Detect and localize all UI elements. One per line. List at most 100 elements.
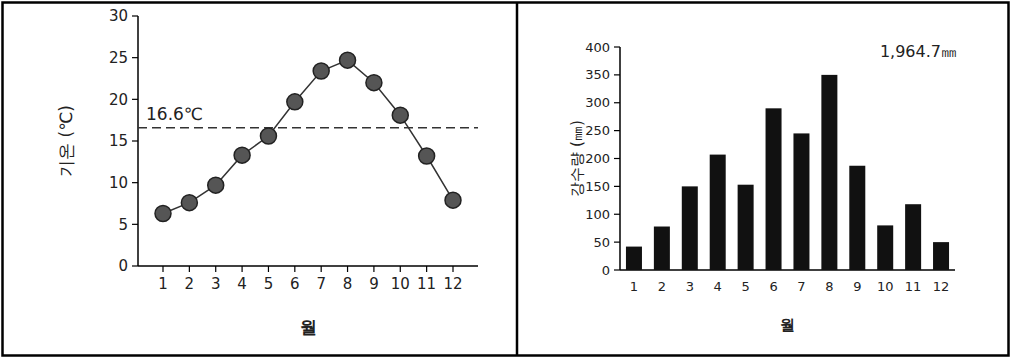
bar [766,108,782,270]
marker [445,192,461,208]
x-tick [373,266,374,272]
marker [366,75,382,91]
y-tick-label: 400 [585,40,610,55]
y-tick-label: 20 [109,91,128,109]
line-chart: 051015202530123456789101112기온 (℃)월16.6℃ [56,7,478,337]
bar [933,242,949,270]
marker [392,107,408,123]
y-tick [132,57,138,58]
x-tick [347,266,348,272]
y-tick [614,46,620,47]
plot-area [138,52,478,221]
y-tick-label: 30 [109,7,128,25]
y-tick-label: 15 [109,132,128,150]
marker [260,128,276,144]
marker [234,147,250,163]
reference-line [138,127,478,129]
x-tick-label: 11 [905,279,922,294]
marker [208,177,224,193]
x-tick-label: 10 [391,275,410,293]
y-tick [132,99,138,100]
y-tick-label: 300 [585,95,610,110]
x-tick-label: 12 [933,279,950,294]
figure: 051015202530123456789101112기온 (℃)월16.6℃0… [0,0,1012,359]
x-axis-label: 월 [780,316,795,334]
x-tick-label: 7 [316,275,326,293]
y-tick-label: 25 [109,49,128,67]
y-tick-label: 100 [585,207,610,222]
x-tick [268,266,269,272]
y-tick [132,224,138,225]
divider [516,3,519,356]
x-axis [620,269,955,271]
y-tick [132,265,138,266]
y-tick [614,102,620,103]
y-tick [614,74,620,75]
line [163,60,453,213]
y-tick-label: 350 [585,67,610,82]
y-tick [614,214,620,215]
marker [155,206,171,222]
bar [793,133,809,270]
y-axis-label: 강수량 (㎜) [568,120,586,196]
y-tick [132,15,138,16]
y-tick-label: 150 [585,179,610,194]
y-tick-label: 10 [109,174,128,192]
marker [340,52,356,68]
bar [905,204,921,270]
x-tick-label: 8 [343,275,353,293]
x-tick [241,266,242,272]
x-tick-label: 6 [769,279,777,294]
bar [821,75,837,270]
marker [313,63,329,79]
x-tick-label: 11 [417,275,436,293]
x-tick-label: 9 [853,279,861,294]
x-axis-label: 월 [300,317,317,337]
x-tick-label: 3 [211,275,221,293]
bar [626,247,642,270]
y-tick [614,158,620,159]
x-tick [426,266,427,272]
y-tick [614,269,620,270]
x-tick-label: 8 [825,279,833,294]
bar-chart: 050100150200250300350400123456789101112강… [568,40,957,334]
bar [710,155,726,270]
frame [3,3,1009,356]
bar [849,166,865,270]
x-tick-label: 2 [658,279,666,294]
x-tick [189,266,190,272]
x-tick-label: 5 [264,275,274,293]
bar [738,185,754,270]
marker [287,94,303,110]
plot-area [626,75,949,270]
y-tick [132,140,138,141]
x-tick-label: 6 [290,275,300,293]
x-tick-label: 12 [443,275,462,293]
x-tick [162,266,163,272]
y-tick-label: 50 [593,235,610,250]
y-tick-label: 250 [585,123,610,138]
y-tick [614,186,620,187]
y-tick-label: 5 [118,216,128,234]
x-tick-label: 4 [714,279,722,294]
reference-label: 16.6℃ [146,104,203,124]
bar [877,225,893,270]
y-tick [132,182,138,183]
x-tick [215,266,216,272]
marker [181,195,197,211]
x-tick-label: 1 [630,279,638,294]
y-tick [614,130,620,131]
bar [682,186,698,270]
y-tick-label: 0 [602,263,610,278]
y-axis-label: 기온 (℃) [56,105,76,177]
x-tick [452,266,453,272]
x-tick [400,266,401,272]
x-tick-label: 7 [797,279,805,294]
x-tick-label: 4 [237,275,247,293]
y-tick [614,242,620,243]
x-tick-label: 10 [877,279,894,294]
x-tick-label: 1 [158,275,168,293]
y-tick-label: 0 [118,257,128,275]
x-tick-label: 2 [185,275,195,293]
x-tick-label: 9 [369,275,379,293]
